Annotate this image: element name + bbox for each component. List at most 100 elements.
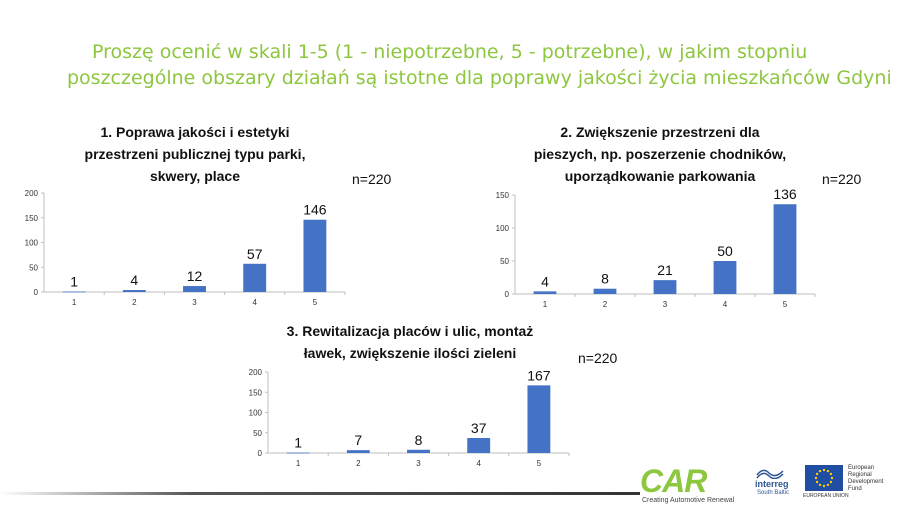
bar [286, 452, 310, 454]
data-label: 50 [717, 243, 733, 259]
data-label: 4 [541, 273, 549, 289]
bar [346, 450, 370, 453]
bar [773, 204, 797, 294]
x-tick-label: 2 [132, 298, 137, 307]
bar [122, 290, 146, 292]
y-tick-label: 200 [249, 368, 263, 377]
eu-star [818, 483, 822, 487]
x-tick-label: 2 [603, 300, 608, 309]
eu-star [818, 469, 822, 473]
eu-star [830, 476, 834, 480]
y-tick-label: 100 [249, 409, 263, 418]
x-tick-label: 4 [252, 298, 257, 307]
data-label: 1 [294, 435, 302, 451]
chart2-title: 2. Zwiększenie przestrzeni dla pieszych,… [500, 121, 820, 187]
y-tick-label: 100 [496, 224, 510, 233]
x-tick-label: 5 [537, 459, 542, 468]
bar [407, 449, 430, 453]
chart2-title-line: uporządkowanie parkowania [564, 168, 756, 184]
y-tick-label: 0 [34, 288, 39, 297]
x-tick-label: 4 [476, 459, 481, 468]
chart2-title-line: 2. Zwiększenie przestrzeni dla [560, 124, 760, 140]
x-tick-label: 2 [356, 459, 361, 468]
data-label: 12 [187, 268, 203, 284]
chart3-n-label: n=220 [578, 350, 618, 366]
bar [713, 261, 737, 294]
interreg-name: interreg [755, 479, 789, 489]
data-label: 7 [354, 432, 362, 448]
data-label: 8 [415, 432, 423, 448]
eu-star [826, 469, 830, 473]
eu-star [826, 483, 830, 487]
page-title-line1: Proszę ocenić w skali 1-5 (1 - niepotrze… [92, 41, 808, 63]
car-logo-text: CAR [640, 463, 707, 499]
data-label: 4 [130, 272, 138, 288]
bar [593, 288, 617, 294]
eu-flag-icon [805, 465, 843, 491]
bar [527, 385, 551, 453]
y-tick-label: 0 [505, 290, 510, 299]
interreg-wave-icon [756, 469, 784, 480]
bar [62, 291, 86, 293]
x-tick-label: 3 [192, 298, 197, 307]
bar [533, 291, 557, 294]
eu-star [822, 484, 826, 488]
eu-star [814, 476, 818, 480]
data-label: 8 [601, 271, 609, 287]
eu-fund-line: European [848, 465, 875, 471]
bar [243, 263, 267, 292]
y-tick-label: 150 [496, 191, 510, 200]
eu-fund-line: Development [848, 479, 884, 485]
x-tick-label: 3 [663, 300, 668, 309]
data-label: 146 [303, 202, 327, 218]
page-title-line2: poszczególne obszary działań są istotne … [67, 67, 892, 89]
y-tick-label: 50 [253, 429, 262, 438]
y-tick-label: 0 [258, 449, 263, 458]
x-tick-label: 1 [296, 459, 301, 468]
eu-fund-line: Regional [848, 472, 872, 478]
eu-star [822, 468, 826, 472]
y-tick-label: 100 [25, 239, 39, 248]
chart2-n-label: n=220 [822, 171, 862, 187]
eu-star [815, 472, 819, 476]
eu-fund-text: European Regional Development Fund [848, 465, 898, 493]
eu-label: EUROPEAN UNION [803, 493, 849, 499]
bar [183, 286, 206, 292]
chart3-title-line: 3. Rewitalizacja placów i ulic, montaż [286, 323, 534, 339]
data-label: 21 [657, 262, 673, 278]
bar [653, 280, 677, 294]
bar [467, 438, 491, 453]
chart3-title: 3. Rewitalizacja placów i ulic, montaż ł… [260, 320, 560, 364]
car-logo: CAR Creating Automotive Renewal [640, 463, 740, 505]
x-tick-label: 5 [313, 298, 318, 307]
footer-divider [0, 492, 640, 495]
data-label: 136 [773, 186, 797, 202]
interreg-sub: South Baltic [757, 490, 790, 496]
y-tick-label: 200 [25, 189, 39, 198]
chart1-n-label: n=220 [352, 171, 392, 187]
y-tick-label: 150 [249, 388, 263, 397]
bar [303, 219, 327, 292]
x-tick-label: 4 [723, 300, 728, 309]
data-label: 1 [70, 274, 78, 290]
x-tick-label: 3 [416, 459, 421, 468]
chart1-title-line: 1. Poprawa jakości i estetyki [100, 124, 290, 140]
chart1-title-line: skwery, place [149, 168, 241, 184]
eu-star [815, 480, 819, 484]
chart3-title-line: ławek, zwiększenie ilości zieleni [303, 345, 517, 361]
eu-stars-icon [814, 468, 834, 488]
interreg-logo: interreg South Baltic [755, 465, 800, 500]
chart1-title-line: przestrzeni publicznej typu parki, [84, 146, 306, 162]
x-tick-label: 1 [543, 300, 548, 309]
x-tick-label: 5 [783, 300, 788, 309]
data-label: 37 [471, 420, 487, 436]
car-logo-tagline: Creating Automotive Renewal [642, 497, 735, 504]
y-tick-label: 50 [29, 263, 38, 272]
x-tick-label: 1 [72, 298, 77, 307]
data-label: 57 [247, 246, 263, 262]
y-tick-label: 150 [25, 214, 39, 223]
chart1-title: 1. Poprawa jakości i estetyki przestrzen… [50, 121, 340, 187]
